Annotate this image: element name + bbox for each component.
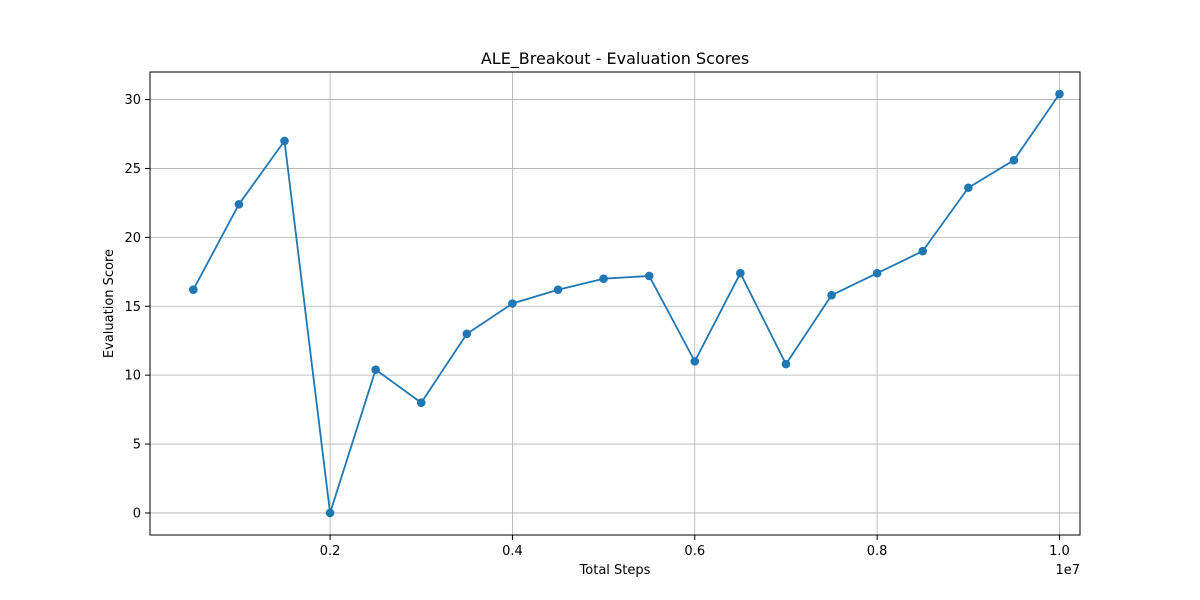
data-point [964,183,973,193]
x-tick-label: 0.6 [684,544,705,559]
x-tick-label: 0.8 [867,544,888,559]
marker-layer [189,89,1064,518]
line-layer [192,93,1061,514]
y-tick-label: 30 [124,93,141,108]
series-line [192,93,1061,514]
data-point [462,329,472,339]
data-point [189,285,198,295]
data-point [553,285,563,295]
data-point [280,136,289,146]
data-point [690,357,700,366]
tick-layer: 0.2 0.4 0.6 0.8 1.0 0 5 10 15 20 25 30 [124,93,1069,559]
data-point [416,398,426,408]
data-point [508,299,517,308]
y-tick-label: 15 [124,300,141,315]
y-tick-label: 20 [124,231,141,246]
data-point [599,274,608,284]
data-point [644,271,654,281]
x-axis-label: Total Steps [579,563,651,578]
data-point [736,268,745,278]
data-point [827,290,836,300]
data-point [371,365,380,374]
x-tick-label: 0.4 [502,544,523,559]
x-tick-label: 0.2 [320,544,341,559]
data-point [918,246,928,256]
data-point [1009,155,1019,165]
plot-frame [149,71,1081,536]
y-tick-label: 0 [133,506,141,521]
data-point [1055,89,1064,99]
data-point [781,359,791,369]
data-point [872,268,882,278]
x-axis-offset-label: 1e7 [1055,563,1080,578]
y-tick-label: 10 [124,369,141,384]
data-point [234,199,244,209]
grid-layer [150,72,1080,535]
y-axis-label: Evaluation Score [102,249,117,358]
y-tick-label: 25 [124,162,141,177]
y-tick-label: 5 [133,438,141,453]
x-tick-label: 1.0 [1049,544,1070,559]
chart-title: ALE_Breakout - Evaluation Scores [481,49,749,69]
data-point [325,508,335,518]
